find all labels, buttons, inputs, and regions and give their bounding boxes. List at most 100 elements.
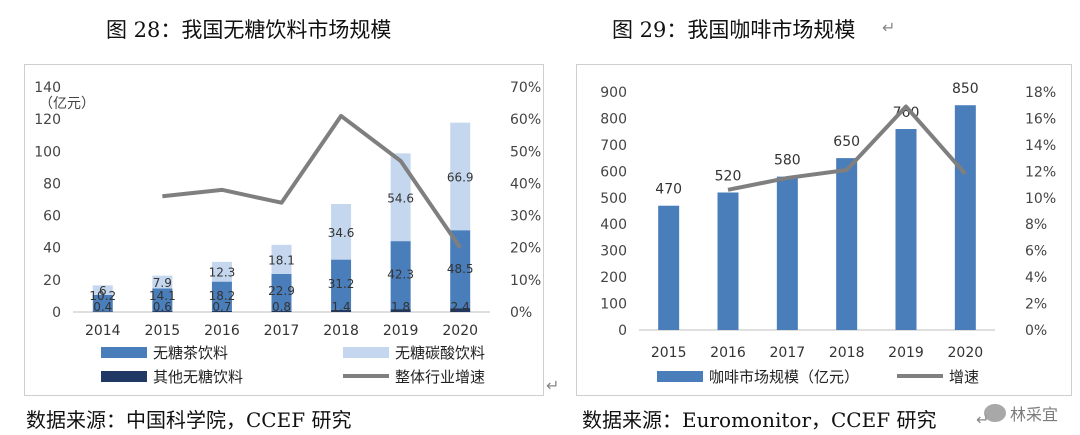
- data-label: 18.1: [268, 253, 295, 267]
- bar-segment: [92, 294, 113, 312]
- bar-segment: [152, 311, 173, 312]
- y2-tick-label: 8%: [1025, 217, 1047, 233]
- growth-line: [162, 113, 462, 249]
- y2-tick-label: 60%: [510, 112, 541, 128]
- data-label: 42.3: [387, 268, 414, 282]
- data-label: 1.8: [391, 300, 410, 314]
- y-tick-label: 200: [600, 270, 627, 286]
- data-label: 580: [774, 153, 801, 169]
- y-tick-label: 60: [43, 209, 61, 225]
- bar-segment: [152, 288, 173, 312]
- x-tick-label: 2018: [323, 323, 359, 339]
- x-tick-label: 2014: [85, 323, 121, 339]
- legend-label: 咖啡市场规模（亿元）: [709, 368, 859, 386]
- data-label: 0.4: [93, 300, 112, 314]
- left-chart-return-mark: ↵: [546, 376, 560, 395]
- bar: [954, 105, 976, 330]
- watermark: 林采宜: [983, 401, 1058, 425]
- legend-swatch: [657, 371, 703, 382]
- legend-swatch: [101, 347, 147, 358]
- left-chart-box: 0 20 40 60 80 100 120 140 （亿元） 0% 10% 20% 30% 40% 50% 6…: [24, 64, 544, 396]
- y2-tick-label: 0%: [510, 305, 532, 321]
- legend-swatch: [343, 347, 389, 358]
- bar-segment: [390, 241, 411, 310]
- data-label: 0.6: [153, 300, 172, 314]
- legend-label: 无糖茶饮料: [153, 344, 228, 362]
- bar: [895, 129, 917, 330]
- y-tick-label: 800: [600, 111, 627, 127]
- data-label: 2.4: [451, 300, 470, 314]
- data-label: 66.9: [447, 170, 474, 184]
- bar-segment: [152, 275, 173, 289]
- y-tick-label: 300: [600, 244, 627, 260]
- bar-segment: [211, 261, 232, 282]
- data-label: 1.4: [332, 300, 351, 314]
- left-source-note: 数据来源：中国科学院，CCEF 研究: [26, 408, 352, 432]
- legend-label: 整体行业增速: [395, 368, 485, 386]
- data-label: 12.3: [209, 266, 236, 280]
- y2-tick-label: 12%: [1025, 164, 1056, 180]
- data-label: 6: [99, 284, 107, 298]
- right-title-return-mark: ↵: [882, 18, 896, 37]
- y-tick-label: 140: [34, 80, 61, 96]
- bar-segment: [331, 309, 352, 312]
- y-tick-label: 100: [600, 297, 627, 313]
- x-tick-label: 2016: [710, 345, 746, 361]
- bar-segment: [211, 281, 232, 311]
- bar: [658, 205, 680, 330]
- y2-tick-label: 10%: [510, 273, 541, 289]
- x-tick-label: 2015: [651, 345, 687, 361]
- y2-tick-label: 10%: [1025, 191, 1056, 207]
- data-label: 48.5: [447, 262, 474, 276]
- legend-label: 无糖碳酸饮料: [395, 344, 485, 362]
- x-tick-label: 2019: [383, 323, 419, 339]
- y2-tick-label: 18%: [1025, 85, 1056, 101]
- data-label: 850: [952, 81, 979, 97]
- bar-segment: [271, 244, 292, 274]
- bar-segment: [271, 273, 292, 311]
- y2-tick-label: 40%: [510, 176, 541, 192]
- y-tick-label: 500: [600, 191, 627, 207]
- y-unit-label: （亿元）: [39, 96, 95, 112]
- y2-tick-label: 30%: [510, 209, 541, 225]
- legend-label: 其他无糖饮料: [153, 368, 243, 386]
- data-label: 22.9: [268, 284, 295, 298]
- y-tick-label: 600: [600, 164, 627, 180]
- x-tick-label: 2015: [145, 323, 181, 339]
- bar-segment: [92, 311, 113, 312]
- left-chart: 0 20 40 60 80 100 120 140（亿元） 0% 10% 20% 30% 40% 50% 6…: [34, 80, 541, 386]
- bar-segment: [450, 308, 471, 312]
- y-tick-label: 700: [600, 138, 627, 154]
- right-chart: 0 100 200 300 400 500 600 700 800 900 0% 2% 4% 6% 8% 10…: [600, 81, 1056, 386]
- legend-swatch: [101, 371, 147, 382]
- x-tick-label: 2018: [829, 345, 865, 361]
- bar: [836, 158, 858, 330]
- y2-tick-label: 4%: [1025, 270, 1047, 286]
- bar: [776, 176, 798, 330]
- bar-segment: [92, 285, 113, 295]
- watermark-text: 林采宜: [1009, 405, 1058, 424]
- data-label: 54.6: [387, 191, 414, 205]
- x-tick-label: 2017: [770, 345, 806, 361]
- data-label: 10.2: [89, 289, 116, 303]
- y-tick-label: 40: [43, 241, 61, 257]
- growth-line: [727, 104, 967, 192]
- x-tick-label: 2020: [948, 345, 984, 361]
- y2-tick-label: 0%: [1025, 323, 1047, 339]
- y2-tick-label: 50%: [510, 144, 541, 160]
- x-tick-label: 2020: [442, 323, 478, 339]
- data-label: 18.2: [209, 289, 236, 303]
- bar-segment: [331, 204, 352, 260]
- data-label: 470: [655, 182, 682, 198]
- y-tick-label: 400: [600, 217, 627, 233]
- data-label: 31.2: [328, 277, 355, 291]
- y-tick-label: 0: [618, 323, 627, 339]
- y-tick-label: 120: [34, 112, 61, 128]
- y2-tick-label: 14%: [1025, 138, 1056, 154]
- bar: [717, 192, 739, 330]
- y-tick-label: 20: [43, 273, 61, 289]
- bar-segment: [331, 259, 352, 310]
- y-tick-label: 0: [52, 305, 61, 321]
- y2-tick-label: 6%: [1025, 244, 1047, 260]
- legend-label: 增速: [949, 368, 979, 386]
